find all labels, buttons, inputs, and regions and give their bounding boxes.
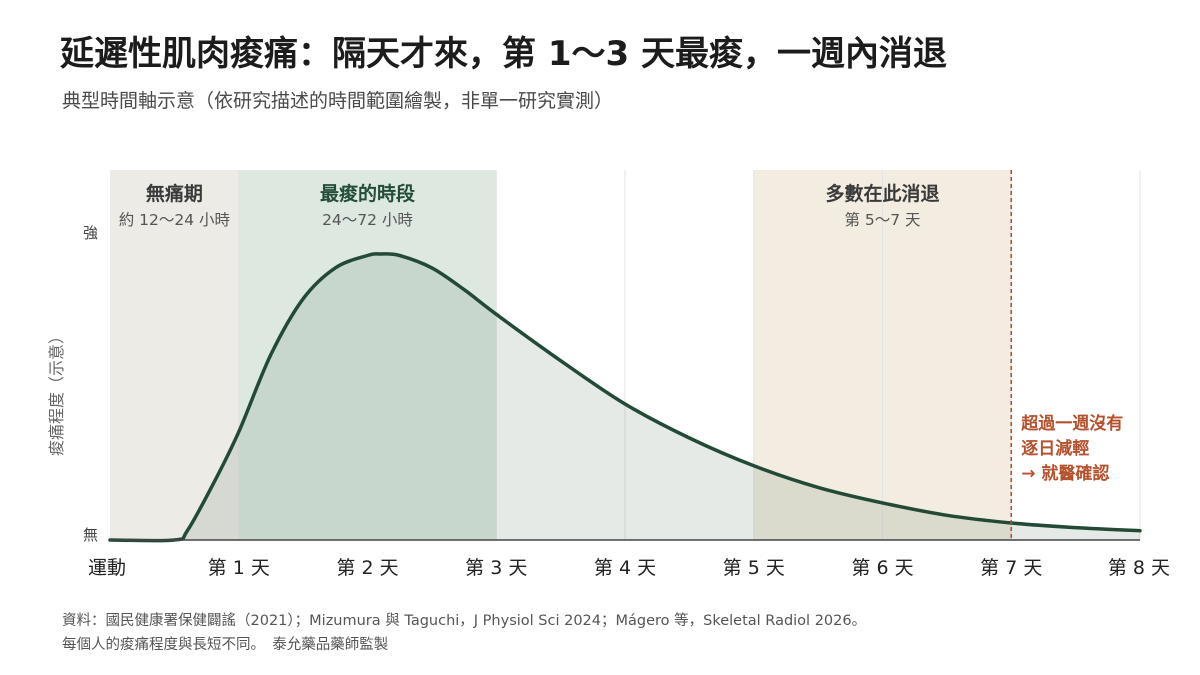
chart-subtitle: 典型時間軸示意（依研究描述的時間範圍繪製，非單一研究實測） [62, 90, 614, 112]
y-axis-label: 痠痛程度（示意） [47, 328, 66, 456]
soreness-curve-line [108, 252, 1142, 543]
phase-label-1: 無痛期 [146, 182, 203, 205]
phase-detail-1: 約 12〜24 小時 [119, 211, 230, 229]
source-citation: 資料：國民健康署保健闢謠（2021）；Mizumura 與 Taguchi，J … [62, 613, 867, 629]
y-tick-label-low: 無 [83, 526, 98, 544]
y-tick-label-high: 強 [83, 224, 98, 242]
axes: 運動 第 1 天 第 2 天 第 3 天 第 4 天 第 5 天 第 6 天 第 7 天 第 8… [47, 224, 1170, 579]
x-tick-label: 第 4 天 [594, 557, 656, 579]
phase-label-3: 多數在此消退 [825, 182, 939, 205]
soreness-area [110, 253, 1140, 541]
marker-note-line: → 就醫確認 [1021, 463, 1109, 484]
x-tick-label: 第 8 天 [1108, 557, 1170, 579]
soreness-area-fill [110, 253, 1140, 541]
chart-title: 延遲性肌肉痠痛：隔天才來，第 1〜3 天最痠，一週內消退 [60, 34, 947, 74]
x-tick-label: 第 6 天 [851, 557, 913, 579]
marker-note-line: 超過一週沒有 [1021, 413, 1123, 434]
phase-detail-3: 第 5〜7 天 [844, 211, 920, 229]
marker-note-line: 逐日減輕 [1021, 438, 1089, 459]
x-tick-label: 運動 [88, 557, 126, 579]
x-tick-label: 第 5 天 [723, 557, 785, 579]
x-tick-label: 第 3 天 [465, 557, 527, 579]
source-disclaimer: 每個人的痠痛程度與長短不同。 泰允藥品藥師監製 [62, 637, 389, 653]
soreness-curve [108, 252, 1142, 543]
x-tick-label: 第 2 天 [336, 557, 398, 579]
x-tick-label: 第 1 天 [208, 557, 270, 579]
source-note: 資料：國民健康署保健闢謠（2021）；Mizumura 與 Taguchi，J … [62, 609, 866, 657]
phase-label-2: 最痠的時段 [320, 182, 416, 205]
phase-detail-2: 24〜72 小時 [322, 211, 413, 229]
x-tick-label: 第 7 天 [980, 557, 1042, 579]
